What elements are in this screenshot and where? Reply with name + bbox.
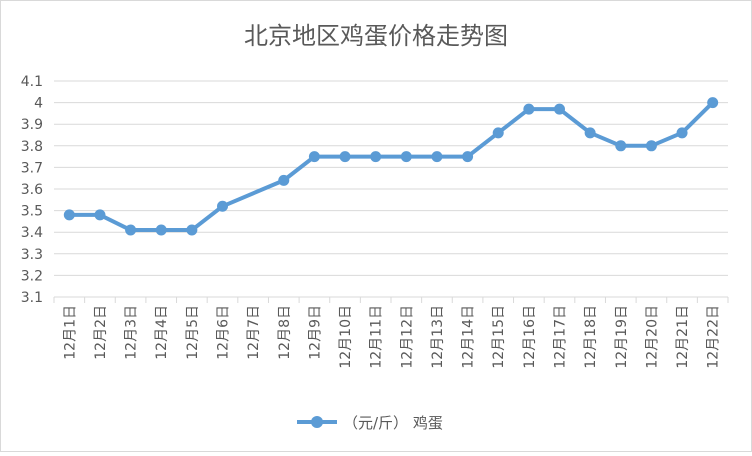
data-point: [615, 140, 627, 152]
x-tick-label: 12月15日: [491, 305, 507, 369]
x-tick-label: 12月6日: [216, 305, 232, 360]
data-point: [584, 127, 596, 139]
y-tick-label: 3.8: [21, 139, 43, 155]
legend-marker-icon: [311, 416, 323, 428]
y-tick-label: 3.6: [21, 182, 43, 198]
x-tick-label: 12月21日: [675, 305, 691, 369]
legend: （元/斤） 鸡蛋: [297, 414, 443, 432]
data-point: [308, 151, 320, 163]
x-tick-label: 12月19日: [614, 305, 630, 369]
y-axis-ticks: 3.1 3.2 3.3 3.4 3.5 3.6 3.7 3.8 3.9 4 4.1: [21, 74, 43, 306]
x-tick-label: 12月22日: [706, 305, 722, 369]
x-tick-label: 12月2日: [93, 305, 109, 360]
y-tick-label: 4.1: [21, 74, 43, 90]
data-point: [278, 174, 290, 186]
y-tick-label: 3.2: [21, 268, 43, 284]
x-tick-label: 12月13日: [430, 305, 446, 369]
x-tick-label: 12月1日: [62, 305, 78, 360]
y-tick-label: 3.7: [21, 160, 43, 176]
data-point: [554, 103, 565, 115]
y-tick-label: 3.1: [21, 290, 43, 306]
data-point: [462, 151, 474, 163]
data-point: [217, 200, 228, 212]
y-tick-label: 4: [34, 96, 43, 112]
y-tick-label: 3.4: [21, 225, 43, 241]
x-tick-label: 12月12日: [399, 305, 415, 369]
x-tick-label: 12月14日: [461, 305, 477, 369]
data-point: [645, 140, 657, 152]
data-point: [63, 209, 75, 221]
x-tick-label: 12月10日: [338, 305, 354, 369]
data-point: [94, 209, 106, 221]
x-tick-label: 12月3日: [124, 305, 140, 360]
data-point: [155, 224, 167, 236]
data-point: [431, 151, 443, 163]
data-point: [707, 97, 719, 109]
y-tick-label: 3.9: [21, 117, 43, 133]
x-axis: 12月1日 12月2日 12月3日 12月4日 12月5日 12月6日 12月7日 12月8日…: [53, 297, 729, 369]
x-tick-label: 12月8日: [277, 305, 293, 360]
legend-label: （元/斤） 鸡蛋: [343, 414, 443, 432]
y-tick-label: 3.3: [21, 247, 43, 263]
x-tick-label: 12月5日: [185, 305, 201, 360]
x-tick-label: 12月18日: [583, 305, 599, 369]
x-tick-label: 12月11日: [369, 305, 385, 369]
data-point: [339, 151, 351, 163]
series-group: [63, 97, 719, 236]
data-point: [400, 151, 412, 163]
y-tick-label: 3.5: [21, 204, 43, 220]
x-tick-label: 12月7日: [246, 305, 262, 360]
x-tick-label: 12月4日: [154, 305, 170, 360]
x-tick-label: 12月20日: [644, 305, 660, 369]
data-point: [125, 224, 137, 236]
x-tick-label: 12月9日: [307, 305, 323, 360]
data-point: [676, 127, 688, 139]
x-tick-label: 12月16日: [522, 305, 538, 369]
data-point: [523, 103, 535, 115]
x-tick-label: 12月17日: [553, 305, 569, 369]
gridlines: [54, 80, 728, 298]
data-point: [492, 127, 504, 139]
data-point: [186, 224, 198, 236]
chart-title: 北京地区鸡蛋价格走势图: [244, 22, 508, 50]
data-point: [370, 151, 382, 163]
